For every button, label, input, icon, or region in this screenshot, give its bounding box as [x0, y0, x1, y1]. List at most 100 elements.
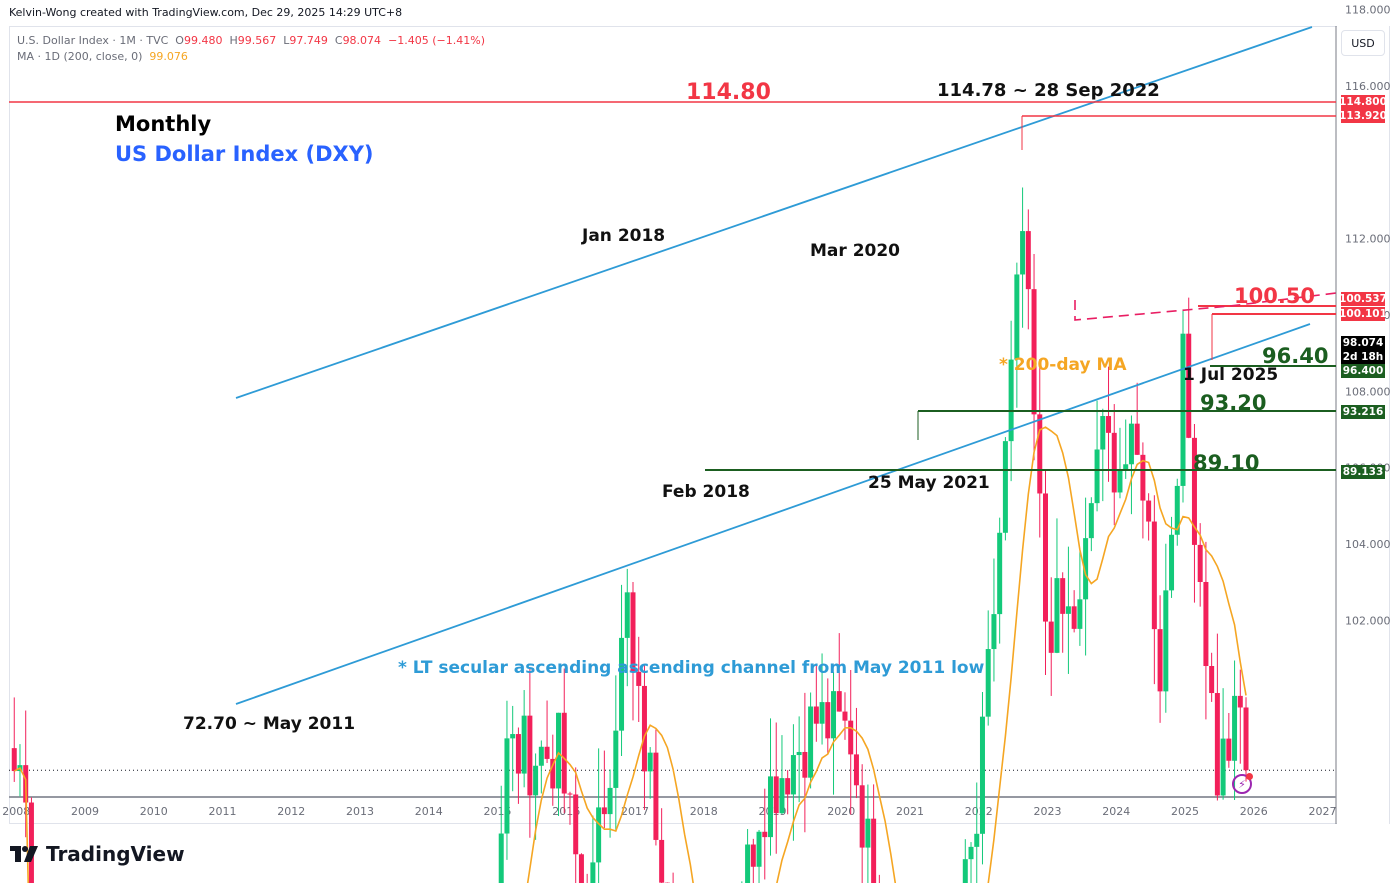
price-tick-label: 116.000 — [1345, 80, 1391, 93]
candle-body — [550, 758, 556, 789]
candle-body — [1226, 738, 1232, 761]
time-tick-label: 2027 — [1309, 805, 1337, 818]
chart-credit: Kelvin-Wong created with TradingView.com… — [9, 6, 403, 19]
label-114-80: 114.80 — [686, 80, 771, 105]
label-peak-2022: 114.78 ~ 28 Sep 2022 — [937, 80, 1160, 101]
candle-body — [985, 649, 991, 717]
candle-body — [968, 846, 974, 860]
candle-body — [1134, 423, 1140, 455]
symbol-legend-row[interactable]: U.S. Dollar Index · 1M · TVC O99.480 H99… — [17, 34, 486, 47]
ma-label: MA · 1D (200, close, 0) — [17, 50, 143, 63]
candle-body — [1043, 493, 1048, 622]
candle-body — [1100, 416, 1106, 450]
channel-upper-line — [235, 26, 1313, 399]
notification-dot — [1246, 773, 1253, 780]
time-tick-label: 2011 — [209, 805, 237, 818]
candle-body — [1025, 231, 1031, 290]
symbol-name: U.S. Dollar Index · 1M · TVC — [17, 34, 169, 47]
candle-body — [825, 702, 831, 739]
candle-body — [962, 859, 968, 883]
price-tick-label: 118.000 — [1345, 4, 1391, 17]
title-monthly: Monthly — [115, 112, 212, 136]
candle-body — [533, 765, 539, 796]
label-100-50: 100.50 — [1234, 284, 1316, 308]
candle-body — [813, 706, 819, 724]
time-tick-label: 2022 — [965, 805, 993, 818]
label-may-2021: 25 May 2021 — [868, 473, 990, 493]
candle-body — [1014, 274, 1020, 360]
candle-body — [773, 776, 779, 814]
high-value: 99.567 — [237, 34, 277, 47]
price-tick-label: 104.000 — [1345, 538, 1391, 551]
candle-body — [1214, 693, 1220, 796]
candle-body — [498, 833, 504, 883]
candle-body — [853, 754, 859, 786]
chart-legend: U.S. Dollar Index · 1M · TVC O99.480 H99… — [17, 33, 485, 65]
candle-body — [991, 614, 997, 650]
candle-body — [1203, 581, 1209, 667]
candle-body — [1106, 416, 1112, 433]
candle-body — [842, 711, 848, 721]
currency-button[interactable]: USD — [1341, 30, 1385, 56]
price-tick-label: 102.000 — [1345, 614, 1391, 627]
candle-body — [1008, 359, 1014, 442]
candle-body — [538, 746, 544, 766]
change-value: −1.405 (−1.41%) — [388, 34, 486, 47]
candle-body — [601, 807, 607, 815]
price-axis[interactable] — [1337, 26, 1389, 824]
price-tag-96-400: 96.400 — [1341, 364, 1385, 378]
candle-body — [1117, 469, 1123, 493]
time-tick-label: 2024 — [1102, 805, 1130, 818]
label-feb-2018: Feb 2018 — [662, 482, 750, 502]
candle-body — [1174, 485, 1180, 535]
ma-value: 99.076 — [149, 50, 188, 63]
candle-body — [1065, 606, 1071, 614]
time-tick-label: 2023 — [1034, 805, 1062, 818]
label-89-10: 89.10 — [1193, 451, 1260, 475]
candle-body — [1123, 464, 1129, 470]
candle-body — [796, 751, 802, 756]
time-tick-label: 2021 — [896, 805, 924, 818]
label-93-20: 93.20 — [1200, 391, 1267, 415]
time-tick-label: 2020 — [827, 805, 855, 818]
lightning-icon[interactable]: ⚡ — [1232, 773, 1253, 794]
time-tick-label: 2018 — [690, 805, 718, 818]
candle-body — [590, 862, 596, 883]
label-low-2011: 72.70 ~ May 2011 — [183, 714, 356, 734]
candle-body — [1232, 695, 1238, 761]
candle-body — [659, 839, 665, 883]
candle-body — [28, 802, 34, 883]
candle-body — [607, 787, 613, 815]
candle-body — [1020, 231, 1026, 275]
time-tick-label: 2010 — [140, 805, 168, 818]
tradingview-logo[interactable]: TradingView — [10, 842, 185, 866]
candle-body — [848, 720, 854, 755]
candle-body — [1077, 599, 1083, 629]
candle-body — [653, 752, 659, 840]
label-96-40: 96.40 — [1262, 344, 1329, 368]
candle-body — [756, 831, 762, 867]
candle-body — [974, 833, 980, 847]
candle-body — [1186, 333, 1192, 438]
price-tag-113-920: 113.920 — [1339, 109, 1387, 123]
ma-legend-row[interactable]: MA · 1D (200, close, 0) 99.076 — [17, 49, 485, 65]
candle-body — [1111, 432, 1117, 493]
channel-lower-line — [235, 323, 1311, 705]
label-mar-2020: Mar 2020 — [810, 241, 901, 261]
candle-body — [1094, 449, 1100, 504]
candle-body — [768, 776, 773, 838]
candle-body — [510, 734, 516, 739]
price-tag-89-133: 89.133 — [1341, 465, 1385, 479]
candle-body — [762, 831, 768, 838]
candle-body — [619, 637, 625, 731]
candle-body — [11, 748, 17, 772]
label-jan-2018: Jan 2018 — [582, 226, 666, 246]
candle-body — [808, 706, 814, 778]
candle-body — [641, 685, 647, 772]
chart-frame — [9, 26, 1390, 824]
candle-body — [561, 712, 567, 794]
candle-body — [596, 807, 602, 863]
brand-name: TradingView — [46, 842, 185, 866]
price-tag-98-074: 98.074 — [1341, 336, 1385, 350]
